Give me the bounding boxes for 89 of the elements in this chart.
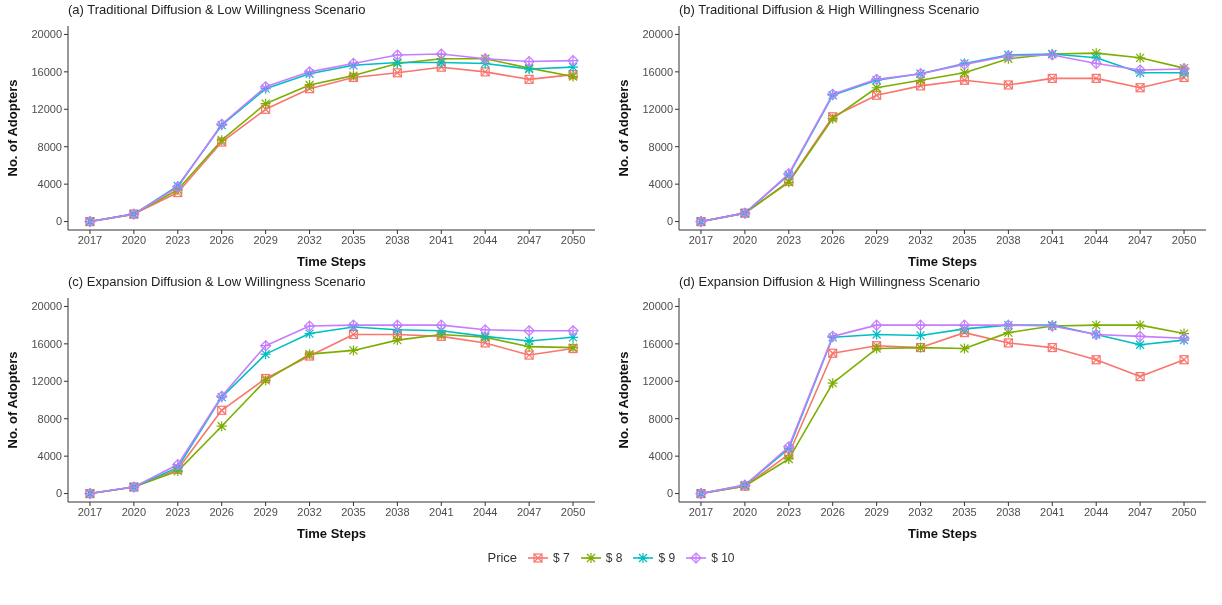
- legend-label: $ 10: [711, 550, 735, 565]
- y-tick-label: 8000: [37, 140, 62, 153]
- x-tick-label: 2050: [560, 233, 586, 246]
- y-tick-label: 12000: [31, 103, 62, 116]
- x-tick-label: 2050: [1171, 233, 1197, 246]
- y-tick-label: 8000: [648, 412, 673, 425]
- x-tick-label: 2050: [560, 505, 586, 518]
- x-tick-label: 2026: [820, 233, 845, 246]
- y-tick-label: 16000: [642, 337, 673, 350]
- x-tick-label: 2023: [776, 505, 802, 518]
- y-tick-label: 20000: [642, 28, 673, 41]
- x-axis-title: Time Steps: [296, 254, 367, 269]
- legend-label: $ 9: [658, 550, 676, 565]
- x-tick-label: 2026: [209, 233, 234, 246]
- x-tick-label: 2020: [732, 233, 758, 246]
- x-axis-title: Time Steps: [296, 526, 367, 541]
- y-tick-label: 4000: [648, 178, 673, 191]
- x-tick-label: 2017: [688, 233, 714, 246]
- x-tick-label: 2038: [996, 233, 1021, 246]
- x-tick-label: 2017: [688, 505, 714, 518]
- x-tick-label: 2017: [77, 233, 103, 246]
- y-tick-label: 0: [666, 215, 673, 228]
- y-axis-title: No. of Adopters: [4, 351, 20, 449]
- y-tick-label: 12000: [642, 103, 673, 116]
- y-axis-title: No. of Adopters: [615, 351, 631, 449]
- y-tick-label: 0: [55, 487, 62, 500]
- y-tick-label: 16000: [642, 65, 673, 78]
- x-axis-title: Time Steps: [907, 254, 978, 269]
- chart-title: (b) Traditional Diffusion & High Willingness Scenario: [679, 2, 980, 17]
- x-tick-label: 2041: [1040, 233, 1065, 246]
- x-tick-label: 2035: [341, 505, 366, 518]
- x-tick-label: 2023: [165, 505, 191, 518]
- y-axis-title: No. of Adopters: [615, 79, 631, 177]
- chart-title: (a) Traditional Diffusion & Low Willingness Scenario: [68, 2, 366, 17]
- x-tick-label: 2044: [472, 505, 498, 518]
- legend-label: $ 8: [605, 550, 623, 565]
- y-tick-label: 12000: [31, 375, 62, 388]
- x-tick-label: 2044: [1083, 233, 1109, 246]
- y-tick-label: 8000: [37, 412, 62, 425]
- y-tick-label: 20000: [31, 28, 62, 41]
- y-tick-label: 4000: [37, 450, 62, 463]
- y-tick-label: 4000: [37, 178, 62, 191]
- chart-title: (d) Expansion Diffusion & High Willingness Scenario: [679, 274, 981, 289]
- x-tick-label: 2020: [121, 505, 147, 518]
- x-tick-label: 2047: [1127, 505, 1153, 518]
- x-tick-label: 2038: [996, 505, 1021, 518]
- y-tick-label: 0: [55, 215, 62, 228]
- y-tick-label: 12000: [642, 375, 673, 388]
- x-tick-label: 2038: [385, 233, 410, 246]
- x-tick-label: 2029: [253, 505, 278, 518]
- x-tick-label: 2026: [209, 505, 234, 518]
- y-tick-label: 0: [666, 487, 673, 500]
- x-tick-label: 2029: [864, 233, 889, 246]
- x-tick-label: 2035: [341, 233, 366, 246]
- x-tick-label: 2029: [253, 233, 278, 246]
- x-tick-label: 2017: [77, 505, 103, 518]
- x-axis-title: Time Steps: [907, 526, 978, 541]
- x-tick-label: 2047: [516, 505, 542, 518]
- x-tick-label: 2032: [908, 505, 933, 518]
- x-tick-label: 2041: [1040, 505, 1065, 518]
- legend-label: $ 7: [553, 550, 570, 565]
- legend-title: Price: [487, 550, 518, 565]
- x-tick-label: 2020: [121, 233, 147, 246]
- x-tick-label: 2038: [385, 505, 410, 518]
- x-tick-label: 2020: [732, 505, 758, 518]
- x-tick-label: 2032: [297, 505, 322, 518]
- x-tick-label: 2041: [429, 233, 454, 246]
- x-tick-label: 2047: [516, 233, 542, 246]
- y-tick-label: 20000: [31, 300, 62, 313]
- x-tick-label: 2035: [952, 233, 977, 246]
- x-tick-label: 2047: [1127, 233, 1153, 246]
- x-tick-label: 2029: [864, 505, 889, 518]
- x-tick-label: 2023: [165, 233, 191, 246]
- y-tick-label: 16000: [31, 65, 62, 78]
- x-tick-label: 2032: [908, 233, 933, 246]
- x-tick-label: 2026: [820, 505, 845, 518]
- y-tick-label: 16000: [31, 337, 62, 350]
- y-tick-label: 8000: [648, 140, 673, 153]
- x-tick-label: 2044: [1083, 505, 1109, 518]
- x-tick-label: 2044: [472, 233, 498, 246]
- x-tick-label: 2035: [952, 505, 977, 518]
- x-tick-label: 2041: [429, 505, 454, 518]
- x-tick-label: 2023: [776, 233, 802, 246]
- y-tick-label: 20000: [642, 300, 673, 313]
- x-tick-label: 2050: [1171, 505, 1197, 518]
- chart-title: (c) Expansion Diffusion & Low Willingness Scenario: [68, 274, 366, 289]
- y-tick-label: 4000: [648, 450, 673, 463]
- y-axis-title: No. of Adopters: [4, 79, 20, 177]
- x-tick-label: 2032: [297, 233, 322, 246]
